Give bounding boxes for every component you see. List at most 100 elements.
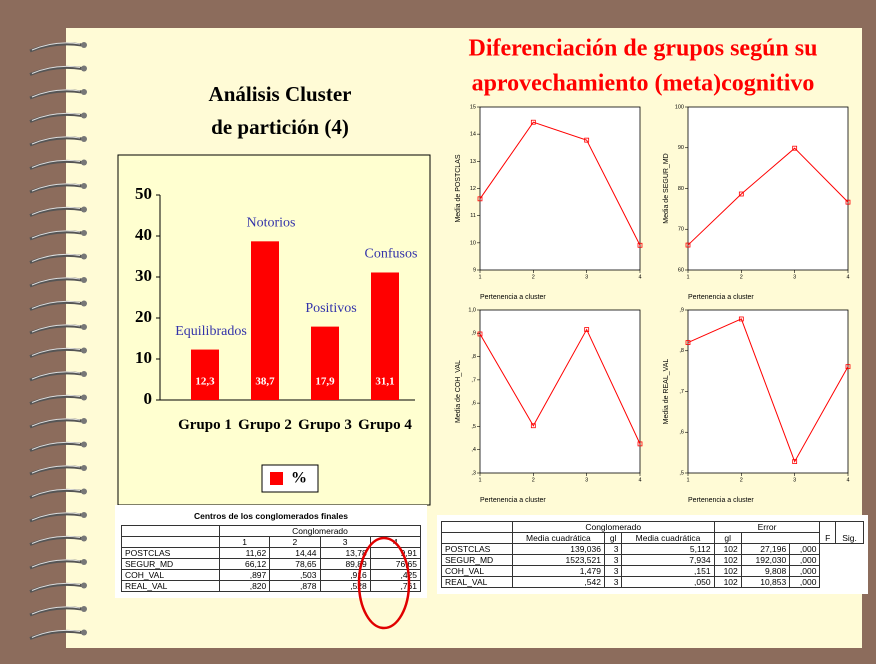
chart-title: Análisis Cluster <box>209 82 352 106</box>
x-tick-label: 3 <box>793 477 796 483</box>
cell: ,878 <box>270 581 320 592</box>
column-header: 1 <box>220 537 270 548</box>
slide: Diferenciación de grupos según su aprove… <box>0 0 876 664</box>
x-tick-label: 1 <box>686 274 689 280</box>
x-tick-label: 1 <box>478 274 481 280</box>
hole <box>81 465 87 471</box>
value-label: 38,7 <box>255 376 275 388</box>
cell: ,000 <box>790 555 820 566</box>
x-tick-label: 1 <box>478 477 481 483</box>
header-cell <box>442 522 513 533</box>
row-label: COH_VAL <box>122 570 220 581</box>
cell: 102 <box>714 555 741 566</box>
hole <box>81 395 87 401</box>
cell: ,761 <box>370 581 420 592</box>
cell: 102 <box>714 544 741 555</box>
hole <box>81 630 87 636</box>
hole <box>81 230 87 236</box>
table-title: Centros de los conglomerados finales <box>121 507 421 525</box>
row-label: REAL_VAL <box>442 577 513 588</box>
cell: 3 <box>604 566 621 577</box>
annotation: Positivos <box>305 301 356 316</box>
header-row: Conglomerado <box>122 526 421 537</box>
column-header: Sig. <box>836 522 864 544</box>
x-tick-label: 4 <box>638 274 641 280</box>
hole <box>81 536 87 542</box>
x-tick-label: 4 <box>846 477 849 483</box>
cell: ,000 <box>790 566 820 577</box>
y-tick-label: ,5 <box>471 424 476 430</box>
x-tick-label: 3 <box>585 477 588 483</box>
legend-swatch <box>270 472 283 485</box>
y-axis-label: Media de COH_VAL <box>455 360 462 423</box>
cell: 9,808 <box>741 566 789 577</box>
table-row: POSTCLAS11,6214,4413,789,91 <box>122 548 421 559</box>
column-header: 4 <box>370 537 420 548</box>
x-tick-label: 2 <box>532 274 535 280</box>
y-tick-label: 70 <box>678 227 684 233</box>
y-tick-label: ,6 <box>471 401 476 407</box>
cell: 192,030 <box>741 555 789 566</box>
hole <box>81 207 87 213</box>
annotation: Notorios <box>247 216 296 231</box>
cell: 3 <box>604 544 621 555</box>
value-label: 31,1 <box>375 376 394 388</box>
cell: 10,853 <box>741 577 789 588</box>
y-tick-label: 80 <box>678 186 684 192</box>
header-row: ConglomeradoErrorFSig. <box>442 522 864 533</box>
chart-title: de partición (4) <box>211 115 349 139</box>
annotation: Equilibrados <box>175 324 247 339</box>
cell: 78,65 <box>270 559 320 570</box>
cell: 3 <box>604 555 621 566</box>
y-tick-label: 100 <box>675 104 684 110</box>
cell: ,897 <box>220 570 270 581</box>
y-tick-label: ,8 <box>679 348 684 354</box>
x-tick-label: Grupo 2 <box>237 416 293 434</box>
cell: ,151 <box>622 566 714 577</box>
slide-title: Diferenciación de grupos según su <box>469 36 818 62</box>
y-tick-label: ,9 <box>471 331 476 337</box>
row-label: SEGUR_MD <box>442 555 513 566</box>
y-tick-label: 12 <box>470 186 476 192</box>
y-tick-label: 9 <box>473 267 476 273</box>
cell: ,425 <box>370 570 420 581</box>
cell: ,820 <box>220 581 270 592</box>
cell: 89,89 <box>320 559 370 570</box>
hole <box>81 418 87 424</box>
y-tick-label: 50 <box>135 184 152 203</box>
x-tick-label: Grupo 1 <box>177 416 233 434</box>
table-panel: ConglomeradoErrorFSig.Media cuadráticagl… <box>437 515 868 594</box>
cell: 1523,521 <box>512 555 604 566</box>
y-axis-label: Media de POSTCLAS <box>455 154 462 222</box>
cell: 3 <box>604 577 621 588</box>
legend-label: % <box>291 470 307 487</box>
cell: 66,12 <box>220 559 270 570</box>
hole <box>81 183 87 189</box>
hole <box>81 489 87 495</box>
hole <box>81 371 87 377</box>
y-tick-label: ,7 <box>471 377 476 383</box>
cell: 11,62 <box>220 548 270 559</box>
column-header: F <box>820 522 836 544</box>
hole <box>81 254 87 260</box>
cell: ,000 <box>790 544 820 555</box>
hole <box>81 113 87 119</box>
y-tick-label: 10 <box>470 240 476 246</box>
hole <box>81 583 87 589</box>
table-row: COH_VAL,897,503,916,425 <box>122 570 421 581</box>
x-tick-label: 1 <box>686 477 689 483</box>
hole <box>81 66 87 72</box>
table-row: SEGUR_MD1523,52137,934102192,030,000 <box>442 555 864 566</box>
group-header: Error <box>714 522 820 533</box>
hole <box>81 277 87 283</box>
hole <box>81 606 87 612</box>
column-header: Media cuadrática <box>512 533 604 544</box>
column-header: 2 <box>270 537 320 548</box>
row-label: POSTCLAS <box>122 548 220 559</box>
bar <box>311 327 339 400</box>
x-axis-label: Pertenencia a cluster <box>480 497 546 504</box>
hole <box>81 324 87 330</box>
header-cell <box>122 537 220 548</box>
